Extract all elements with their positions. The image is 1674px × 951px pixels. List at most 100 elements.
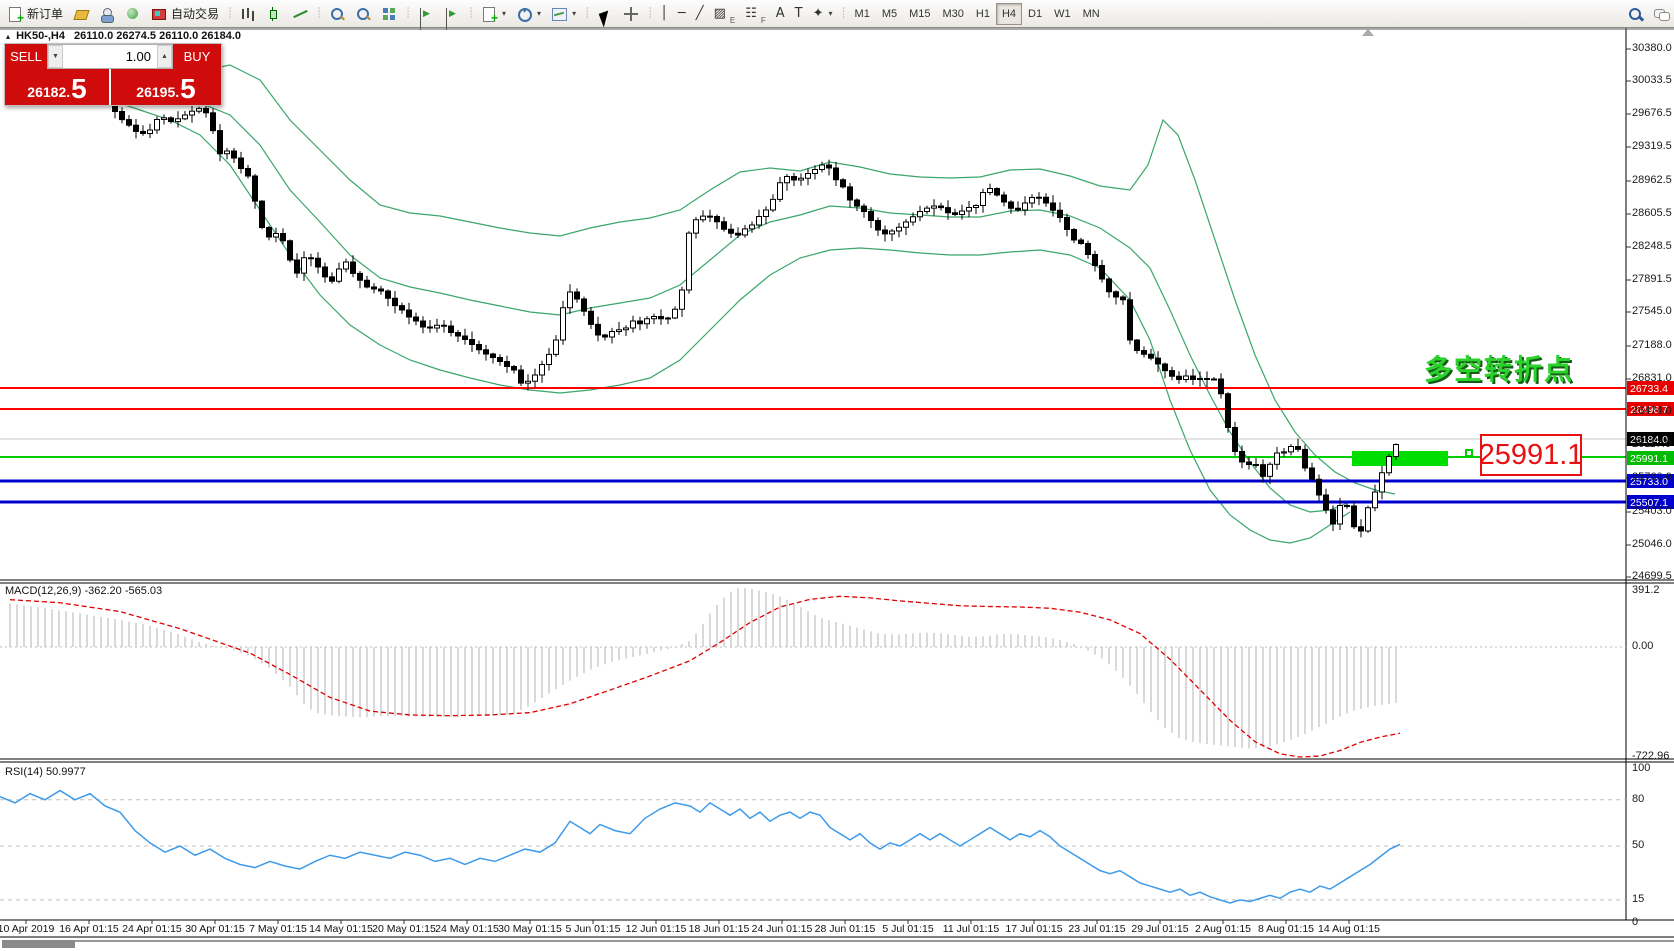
collapse-arrow-icon[interactable]: ▴ <box>6 32 11 41</box>
buy-price[interactable]: 26195. 5 <box>111 69 221 105</box>
chat-icon[interactable] <box>1648 2 1674 26</box>
zoom-in-button[interactable] <box>324 2 350 26</box>
search-icon[interactable] <box>1622 2 1648 26</box>
candle-body <box>1197 378 1203 380</box>
candle-body <box>1260 464 1266 477</box>
sell-button[interactable]: SELL <box>5 44 47 69</box>
candle-body <box>742 228 748 236</box>
rsi-tick-0: 0 <box>1632 916 1639 928</box>
price-callout-label[interactable]: 25991.1 <box>1479 434 1583 476</box>
icon-subscript: F <box>760 15 766 25</box>
candle-body <box>819 164 825 170</box>
channel-tool-button[interactable]: ▨ E <box>709 2 741 26</box>
turning-point-annotation[interactable]: 多空转折点 <box>1423 354 1574 385</box>
date-label-13: 28 Jun 01:15 <box>814 923 876 935</box>
crosshair-tool-button[interactable] <box>618 2 644 26</box>
timeframe-h4-button[interactable]: H4 <box>995 2 1023 25</box>
autotrade-button[interactable]: 自动交易 <box>146 2 224 26</box>
date-label-19: 2 Aug 01:15 <box>1194 923 1252 935</box>
timeframe-m15-button[interactable]: M15 <box>909 7 931 20</box>
horizontal-scrollbar-thumb[interactable] <box>2 940 75 948</box>
volume-decrease-button[interactable]: ▼ <box>48 45 63 68</box>
candle-body <box>1393 444 1399 457</box>
trendline-tool-button[interactable]: ╱ <box>691 2 709 26</box>
toolbar: 新订单自动交易┊┊┊┊▾▾▾┊┊│─╱▨E☷FAT✦▾┊M1M5M15M30H1… <box>0 0 1674 28</box>
candlestick-chart-button[interactable] <box>261 2 287 26</box>
indicators-button[interactable]: ▾ <box>476 2 511 26</box>
date-label-18: 29 Jul 01:15 <box>1131 923 1189 935</box>
candle-body <box>1134 339 1140 351</box>
vertical-line-tool-button[interactable]: │ <box>655 2 673 26</box>
candle-body <box>1190 375 1196 380</box>
candle-body <box>315 257 321 268</box>
candle-body <box>1085 243 1091 255</box>
date-label-2: 24 Apr 01:15 <box>122 923 182 935</box>
timeframe-w1-button[interactable]: W1 <box>1054 7 1071 20</box>
candle-body <box>931 205 937 209</box>
volume-increase-button[interactable]: ▲ <box>157 45 172 68</box>
green-zone-rectangle[interactable] <box>1352 451 1448 466</box>
text-label-tool-button[interactable]: T <box>790 2 808 26</box>
channel-tool-icon: ▨ <box>713 6 726 21</box>
horizontal-line-tool-button[interactable]: ─ <box>673 2 691 26</box>
volume-input[interactable]: 1.00 <box>125 49 151 64</box>
autotrade-button-label: 自动交易 <box>171 7 220 21</box>
candle-body <box>875 220 881 231</box>
arrows-tool-button[interactable]: ✦ ▾ <box>808 2 838 26</box>
candle-body <box>686 232 692 291</box>
candle-body <box>1267 463 1273 477</box>
timeframe-m1-button[interactable]: M1 <box>854 7 870 20</box>
candle-body <box>1302 448 1308 469</box>
sell-price[interactable]: 26182. 5 <box>5 69 111 105</box>
candle-body <box>1337 505 1343 525</box>
candle-body <box>1218 378 1224 395</box>
price-tick-30033.5: 30033.5 <box>1632 74 1672 86</box>
candle-body <box>441 324 447 327</box>
candle-body <box>350 261 356 274</box>
tile-windows-button[interactable] <box>376 2 402 26</box>
candle-body <box>140 130 146 134</box>
fibonacci-tool-button[interactable]: ☷ F <box>740 2 771 26</box>
timeframe-m5-button[interactable]: M5 <box>881 7 898 20</box>
candle-body <box>1022 202 1028 211</box>
candle-body <box>1036 196 1042 199</box>
timeframe-d1-button[interactable]: D1 <box>1028 7 1043 20</box>
candle-body <box>532 374 538 382</box>
signals-button[interactable] <box>120 2 146 26</box>
new-order-button[interactable]: 新订单 <box>2 2 68 26</box>
candle-body <box>896 226 902 232</box>
date-label-1: 16 Apr 01:15 <box>59 923 119 935</box>
candle-body <box>1372 491 1378 509</box>
candle-body <box>329 276 335 282</box>
bar-chart-button[interactable] <box>235 2 261 26</box>
candle-body <box>476 344 482 351</box>
sell-price-main: 26182 <box>27 84 67 100</box>
chart-shift-marker-icon[interactable] <box>1362 29 1374 36</box>
timeframe-m30-button[interactable]: M30 <box>942 7 964 20</box>
candle-body <box>203 107 209 114</box>
candle-body <box>798 177 804 181</box>
candle-body <box>1120 296 1126 301</box>
templates-button[interactable]: ▾ <box>546 2 581 26</box>
buy-price-main: 26195 <box>136 84 176 100</box>
timeframe-mn-button[interactable]: MN <box>1082 7 1100 20</box>
macd-tick--722.96: -722.96 <box>1632 750 1670 762</box>
buy-button[interactable]: BUY <box>173 44 221 69</box>
candle-body <box>294 259 300 274</box>
candle-body <box>448 325 454 333</box>
profile-button[interactable] <box>94 2 120 26</box>
candle-body <box>847 186 853 201</box>
signals-icon <box>125 6 141 22</box>
auto-scroll-button[interactable] <box>413 2 439 26</box>
price-tick-27188.0: 27188.0 <box>1632 339 1672 351</box>
autotrade-icon <box>151 6 167 22</box>
zoom-out-button[interactable] <box>350 2 376 26</box>
chart-shift-button[interactable] <box>439 2 465 26</box>
candle-body <box>371 286 377 290</box>
timeframe-h1-button[interactable]: H1 <box>975 7 990 20</box>
macd-indicator-label: MACD(12,26,9) -362.20 -565.03 <box>5 585 163 597</box>
date-label-10: 12 Jun 01:15 <box>625 923 687 935</box>
text-tool-button[interactable]: A <box>771 2 790 26</box>
periods-button[interactable]: ▾ <box>511 2 546 26</box>
